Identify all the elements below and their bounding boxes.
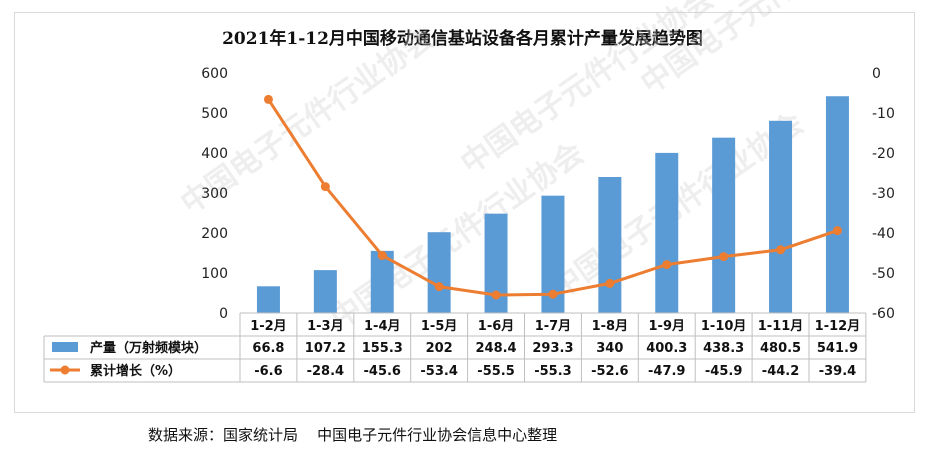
y-left-tick-label: 500 [201, 106, 228, 122]
data-label-production: 155.3 [362, 341, 403, 356]
bar-production [313, 270, 337, 313]
data-label-production: 202 [426, 341, 453, 356]
point-growth [776, 245, 786, 255]
y-left-tick-label: 300 [201, 186, 228, 202]
data-label-production: 480.5 [760, 341, 801, 356]
point-growth [491, 290, 501, 300]
data-label-growth: -53.4 [420, 364, 457, 379]
y-left-tick-label: 600 [201, 66, 228, 82]
chart-title: 2021年1-12月中国移动通信基站设备各月累计产量发展趋势图 [222, 29, 703, 49]
data-label-growth: -55.5 [477, 364, 514, 379]
bar-production [256, 286, 280, 313]
point-growth [662, 260, 672, 270]
data-label-growth: -28.4 [307, 364, 344, 379]
data-label-production: 248.4 [475, 341, 516, 356]
legend-swatch-bar [52, 342, 78, 352]
data-label-production: 340 [596, 341, 623, 356]
y-right-tick-label: -60 [872, 306, 895, 322]
point-growth [832, 226, 842, 236]
bar-production [370, 250, 394, 313]
bar-production [484, 213, 508, 313]
y-right-tick-label: -10 [872, 106, 895, 122]
data-label-growth: -39.4 [819, 364, 856, 379]
legend-swatch-marker [60, 365, 70, 375]
data-label-production: 66.8 [252, 341, 284, 356]
y-right-tick-label: -30 [872, 186, 895, 202]
point-growth [263, 94, 273, 104]
data-label-production: 107.2 [305, 341, 346, 356]
category-label: 1-7月 [535, 319, 572, 334]
data-label-growth: -6.6 [254, 364, 282, 379]
category-label: 1-2月 [250, 319, 287, 334]
data-label-growth: -45.9 [705, 364, 742, 379]
legend-label-production: 产量（万射频模块） [90, 340, 207, 356]
data-label-growth: -47.9 [648, 364, 685, 379]
source-note: 数据来源：国家统计局 中国电子元件行业协会信息中心整理 [148, 426, 558, 444]
chart-frame [14, 12, 915, 413]
y-left-tick-label: 100 [201, 266, 228, 282]
bar-production [825, 96, 849, 314]
y-left-tick-label: 0 [219, 306, 228, 322]
data-label-production: 438.3 [703, 341, 744, 356]
legend-label-growth: 累计增长（%） [90, 363, 181, 379]
bar-production [427, 232, 451, 313]
point-growth [719, 252, 729, 262]
y-right-tick-label: -20 [872, 146, 895, 162]
y-right-tick-label: -40 [872, 226, 895, 242]
category-label: 1-11月 [758, 319, 804, 334]
bar-production [598, 177, 622, 313]
y-right-tick-label: 0 [872, 66, 881, 82]
category-label: 1-12月 [815, 319, 861, 334]
category-label: 1-10月 [701, 319, 747, 334]
point-growth [605, 278, 615, 288]
category-label: 1-8月 [592, 319, 629, 334]
y-left-tick-label: 400 [201, 146, 228, 162]
category-label: 1-6月 [478, 319, 515, 334]
data-label-growth: -52.6 [591, 364, 628, 379]
category-label: 1-5月 [421, 319, 458, 334]
point-growth [320, 182, 330, 192]
data-label-growth: -45.6 [364, 364, 401, 379]
point-growth [434, 282, 444, 292]
category-label: 1-4月 [364, 319, 401, 334]
data-label-production: 400.3 [646, 341, 687, 356]
point-growth [548, 289, 558, 299]
y-right-tick-label: -50 [872, 266, 895, 282]
data-label-production: 293.3 [532, 341, 573, 356]
point-growth [377, 250, 387, 260]
bar-production [541, 195, 565, 313]
watermark-text: 中国电子元件行业协会 [455, 0, 721, 182]
bar-production [769, 120, 793, 313]
data-label-production: 541.9 [817, 341, 858, 356]
bar-production [712, 137, 736, 313]
category-label: 1-9月 [649, 319, 686, 334]
category-label: 1-3月 [307, 319, 344, 334]
data-label-growth: -44.2 [762, 364, 799, 379]
data-label-growth: -55.3 [534, 364, 571, 379]
y-left-tick-label: 200 [201, 226, 228, 242]
bar-production [655, 152, 679, 313]
